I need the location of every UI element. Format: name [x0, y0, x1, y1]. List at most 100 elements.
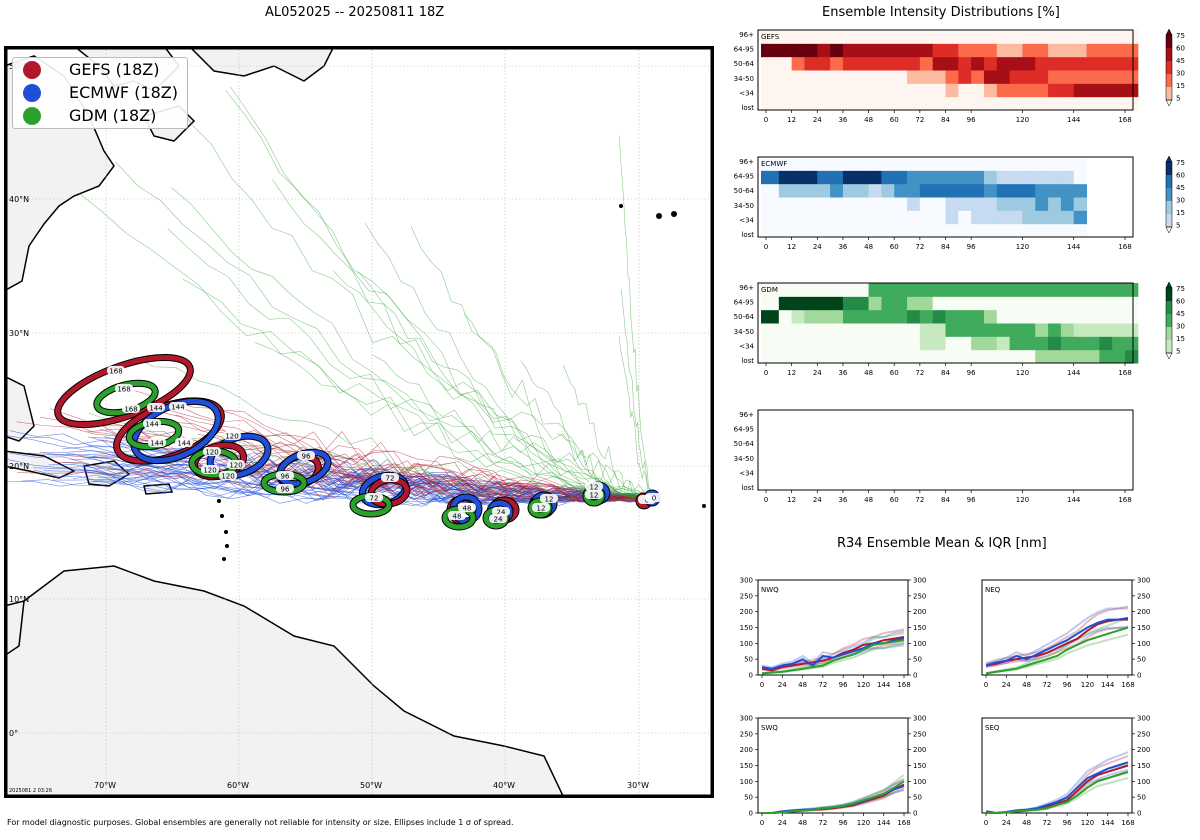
heatmap-cell [1035, 70, 1049, 84]
ensemble-track [115, 161, 655, 497]
heatmap-cell [996, 210, 1011, 225]
r34-panel: SEQ 300 250 200 150 100 50 0 0 24 48 72 96 120 144 168 [981, 715, 1150, 827]
hour-label-bg [219, 471, 237, 480]
heatmap-cell [855, 96, 870, 111]
heatmap-cell [983, 43, 998, 58]
heatmap-cell [1060, 56, 1075, 71]
heatmap-cell [1073, 283, 1088, 297]
x-tick-label: 60 [890, 496, 899, 504]
heatmap-cell [761, 170, 780, 185]
heatmap-cell [1022, 170, 1036, 185]
hour-label: 144 [177, 440, 191, 448]
heatmap-cell [919, 157, 934, 171]
r34-iqr-line [985, 625, 1129, 668]
y-tick-label-right: 100 [913, 640, 926, 648]
heatmap-cell [907, 170, 921, 185]
heatmap-cell [919, 336, 934, 351]
heatmap-cell [996, 323, 1011, 337]
colorbar-segment [1166, 340, 1172, 353]
heatmap-cell [983, 170, 998, 185]
lon-label: 40°W [493, 781, 515, 790]
heatmap-cell [778, 157, 793, 171]
heatmap-cell [804, 223, 818, 238]
intensity-panel: GEFS 75 60 45 30 15 5 96+ 64-95 50-64 34-50 <34 lost… [734, 28, 1185, 124]
heatmap-cell [855, 183, 870, 198]
r34-panel: NEQ 300 250 200 150 100 50 0 0 24 48 72 96 120 144 168 [981, 577, 1150, 689]
heatmap-cell [907, 96, 921, 111]
heatmap-cell [983, 210, 998, 225]
heatmap-cell [919, 56, 934, 71]
heatmap-cell [1035, 56, 1049, 71]
heatmap-cell [881, 56, 895, 71]
heatmap-cell [791, 30, 805, 44]
x-tick-label: 84 [941, 496, 950, 504]
y-tick-label-right: 200 [913, 608, 926, 616]
heatmap-cell [971, 223, 985, 238]
heatmap-cell [830, 283, 844, 297]
heatmap-cell [1125, 323, 1139, 337]
colorbar-tick: 60 [1176, 172, 1185, 180]
x-tick-label: 36 [838, 369, 847, 377]
r34-iqr-line [985, 626, 1128, 668]
heatmap-cell [894, 30, 908, 44]
heatmap-cell [830, 336, 844, 351]
y-tick-label: 250 [740, 592, 753, 600]
heatmap-cell [881, 183, 895, 198]
heatmap-cell [1035, 30, 1049, 44]
colorbar-tick: 30 [1176, 70, 1185, 78]
heatmap-cell [778, 197, 793, 211]
heatmap-cell [791, 323, 805, 337]
heatmap-cell [945, 336, 959, 351]
heatmap-cell [881, 336, 895, 351]
heatmap-cell [855, 56, 870, 71]
heatmap-cell [791, 210, 805, 225]
heatmap-cell [804, 183, 818, 198]
heatmap-cell [945, 349, 959, 364]
x-tick-label: 168 [1118, 116, 1131, 124]
heatmap-cell [817, 30, 831, 44]
heatmap-cell [1035, 283, 1049, 297]
heatmap-cell [983, 336, 998, 351]
heatmap-cell [804, 296, 818, 311]
colorbar-tick: 45 [1176, 57, 1185, 65]
heatmap-cell [907, 197, 921, 211]
heatmap-cell [894, 296, 908, 311]
heatmap-cell [894, 183, 908, 198]
x-tick-label: 96 [967, 243, 976, 251]
colorbar-segment [1166, 162, 1172, 175]
legend-marker [23, 83, 41, 102]
heatmap-cell [804, 43, 818, 58]
heatmap-cell [1009, 56, 1023, 71]
y-tick-label-right: 200 [1137, 608, 1150, 616]
heatmap-cell [983, 349, 998, 364]
heatmap-cell [1099, 336, 1113, 351]
x-tick-label: 48 [864, 369, 873, 377]
lat-label: 40°N [9, 195, 29, 204]
row-label: 34-50 [734, 75, 754, 83]
heatmap-cell [945, 323, 959, 337]
heatmap-cell [1125, 349, 1139, 364]
heatmap-cell [971, 349, 985, 364]
heatmap-cell [996, 56, 1011, 71]
heatmap-cell [817, 309, 831, 324]
x-tick-label: 72 [915, 369, 924, 377]
x-tick-label: 168 [1118, 243, 1131, 251]
heatmap-cell [842, 56, 857, 71]
heatmap-cell [1022, 197, 1036, 211]
heatmap-cell [868, 210, 882, 225]
x-tick-label: 144 [877, 681, 891, 689]
heatmap-cell [778, 70, 793, 84]
heatmap-cell [830, 96, 844, 111]
heatmap-cell [881, 210, 895, 225]
hour-label-bg [297, 451, 315, 460]
heatmap-cell [830, 223, 844, 238]
hour-label-bg [107, 366, 125, 375]
heatmap-cell [817, 43, 831, 58]
lon-label: 30°W [627, 781, 649, 790]
colorbar-segment [1166, 188, 1172, 201]
heatmap-cell [971, 157, 985, 171]
ensemble-track [50, 408, 655, 503]
colorbar-arrow-bottom [1165, 352, 1173, 360]
heatmap-cell [855, 43, 870, 58]
heatmap-cell [1086, 83, 1100, 98]
